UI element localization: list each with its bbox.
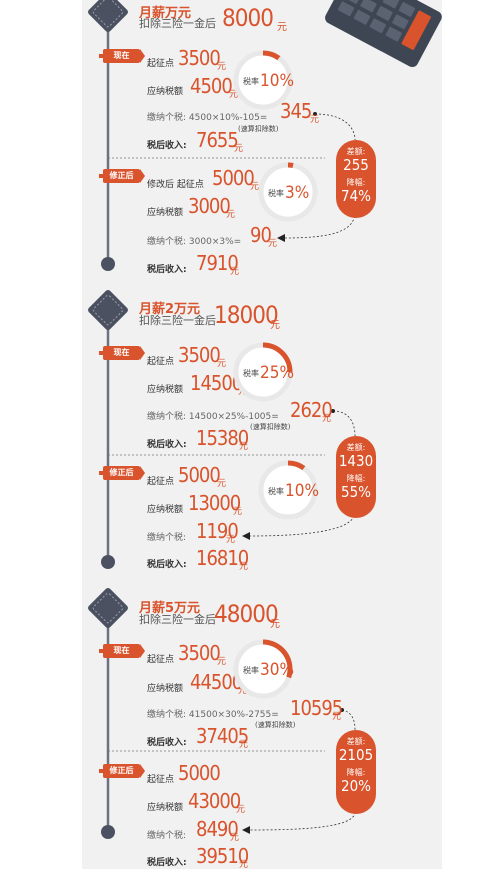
tax-formula: 3000×3%= [189,237,241,247]
drop-value: 55% [336,484,376,501]
taxable-value: 3000 [188,196,230,216]
tag-revised: 修正后 [103,169,140,183]
tax-formula: 4500×10%-105= [189,113,267,123]
net-amount: 8000 [222,6,273,30]
rate-value: 3% [285,183,309,203]
rate-label: 税率 [243,665,259,675]
diff-pill: 差额: 2105 降幅: 20% [336,730,376,814]
net-prefix: 扣除三险一金后 [139,312,216,328]
tag-revised: 修正后 [103,466,140,480]
wallet-icon-1 [87,0,129,33]
taxable-value: 4500 [190,76,232,96]
timeline-end-dot-2 [101,555,115,569]
diff-value: 2105 [336,747,376,764]
drop-value: 20% [336,778,376,795]
drop-value: 74% [336,188,376,205]
net-amount: 48000 [214,602,278,626]
taxable-value: 43000 [188,791,240,811]
rate-label: 税率 [268,486,284,496]
net-prefix: 扣除三险一金后 [139,611,216,627]
diff-value: 1430 [336,453,376,470]
threshold-value: 3500 [178,48,220,68]
net-prefix: 扣除三险一金后 [139,15,216,31]
threshold-value: 5000 [212,168,254,188]
rate-label: 税率 [268,188,284,198]
timeline-end-dot-1 [101,257,115,271]
diff-pill: 差额: 1430 降幅: 55% [336,436,376,518]
diff-pill: 差额: 255 降幅: 74% [336,140,376,218]
threshold-value: 3500 [178,643,220,663]
threshold-value: 5000 [178,465,220,485]
rate-value: 10% [285,481,319,501]
wallet-icon-3 [87,587,129,629]
tag-revised: 修正后 [103,764,140,778]
tax-formula: 41500×30%-2755= [189,710,279,720]
tag-now: 现在 [103,346,140,360]
rate-value: 10% [260,71,294,91]
diff-value: 255 [336,157,376,174]
tag-now: 现在 [103,644,140,658]
after-tax-value: 7655 [196,130,238,150]
threshold-value: 3500 [178,345,220,365]
rate-value: 25% [260,363,294,383]
tag-now: 现在 [103,49,140,63]
threshold-value: 5000 [178,763,220,783]
net-amount: 18000 [214,303,278,327]
timeline-end-dot-3 [101,825,115,839]
rate-label: 税率 [243,76,259,86]
rate-value: 30% [260,660,294,680]
rate-label: 税率 [243,368,259,378]
tax-formula: 14500×25%-1005= [189,412,279,422]
wallet-icon-2 [87,289,129,331]
